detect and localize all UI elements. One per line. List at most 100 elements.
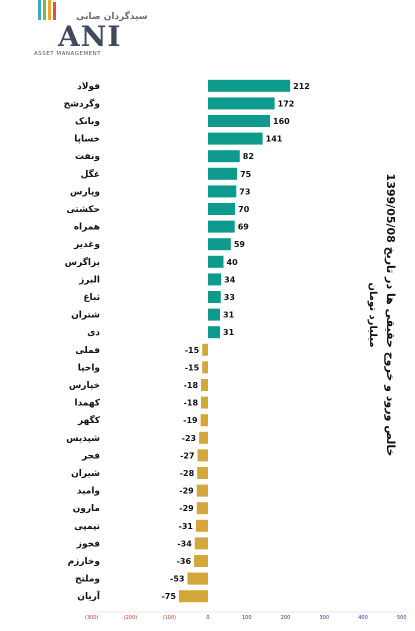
bar [208, 273, 222, 286]
x-tick-label: 300 [319, 615, 329, 621]
bar [208, 308, 221, 321]
category-label: البرز [78, 275, 100, 285]
data-label: -29 [179, 504, 194, 513]
category-label: همراه [74, 223, 100, 233]
x-tick-label: 0 [206, 615, 209, 621]
category-label: غگل [81, 168, 100, 180]
bar [208, 132, 263, 145]
bar [202, 361, 208, 374]
data-label: 33 [224, 293, 235, 302]
bar [208, 203, 236, 215]
data-label: -19 [183, 416, 198, 425]
x-tick-label: (300) [85, 615, 98, 621]
category-label: وبانک [75, 117, 100, 127]
x-tick-label: 100 [242, 615, 252, 621]
data-label: 34 [224, 275, 236, 284]
data-label: 31 [223, 328, 235, 337]
x-tick-label: (200) [124, 615, 137, 621]
data-label: -28 [180, 469, 195, 478]
category-label: فخوز [76, 539, 100, 549]
category-label: خساپا [74, 135, 100, 145]
category-label: وامید [77, 487, 100, 497]
bar [196, 502, 208, 515]
chart-title: خالص ورود و خروج حقیقی ها در تاریخ 1399/… [384, 173, 397, 457]
bar [197, 449, 208, 462]
category-label: وگردشح [64, 97, 100, 109]
chart-subtitle: میلیارد تومان [367, 282, 378, 348]
bar [196, 484, 208, 497]
bar [208, 326, 221, 339]
category-label: خپارس [69, 381, 100, 391]
bar [208, 79, 291, 92]
data-label: -27 [180, 451, 194, 460]
logo-sub-text: ASSET MANAGEMENT [34, 51, 102, 57]
bar [201, 396, 208, 409]
bar [208, 291, 221, 303]
chart-title-block: خالص ورود و خروج حقیقی ها در تاریخ 1399/… [326, 174, 415, 457]
data-label: 75 [240, 170, 252, 179]
logo-brand-text: ANI [58, 20, 122, 53]
category-label: بزاگرس [65, 256, 100, 268]
category-label: کگهر [77, 414, 101, 426]
data-label: 82 [243, 152, 254, 161]
data-label: -15 [185, 346, 200, 355]
category-label: تپمپی [74, 522, 100, 532]
bar [195, 519, 208, 532]
category-label: فولاد [77, 82, 100, 92]
bar [201, 379, 208, 391]
category-label: فجر [81, 451, 100, 461]
bar [208, 220, 235, 233]
data-label: 212 [293, 82, 310, 91]
bar [187, 572, 208, 585]
data-label: 40 [227, 258, 239, 267]
category-label: واحیا [78, 363, 100, 373]
bar [200, 414, 208, 427]
data-label: -29 [179, 487, 194, 496]
logo-top-text: سیدگردان صانی [76, 12, 148, 22]
bar [208, 115, 270, 127]
bar [208, 238, 231, 251]
data-label: 141 [266, 135, 283, 144]
data-label: 31 [223, 311, 235, 320]
category-label: آریان [77, 590, 101, 602]
category-label: وملتح [75, 575, 100, 585]
bar [208, 185, 237, 198]
category-label: فملی [75, 346, 100, 356]
x-tick-label: 400 [358, 615, 368, 621]
category-label: دی [87, 328, 100, 338]
data-label: 69 [238, 223, 250, 232]
data-label: -75 [161, 592, 176, 601]
data-label: -15 [185, 363, 200, 372]
data-label: 160 [273, 117, 290, 126]
category-label: شتران [71, 311, 100, 321]
x-tick-label: 200 [281, 615, 291, 621]
data-label: -53 [170, 575, 184, 584]
bar [208, 150, 240, 163]
bar [194, 537, 208, 550]
x-tick-label: (100) [163, 615, 176, 621]
data-label: 70 [238, 205, 250, 214]
bar [178, 590, 208, 603]
data-label: -31 [179, 522, 194, 531]
bar [208, 97, 275, 110]
bar [197, 467, 208, 479]
data-label: -34 [177, 539, 192, 548]
bar [208, 255, 224, 268]
company-logo: سیدگردان صانی ANI ASSET MANAGEMENT [34, 0, 148, 60]
category-label: مارون [73, 504, 100, 514]
data-label: -23 [182, 434, 196, 443]
category-label: وخارزم [68, 557, 100, 567]
category-label: وپارس [70, 187, 100, 197]
data-label: 59 [234, 240, 246, 249]
category-label: وغدیر [73, 240, 100, 250]
category-label: شیران [71, 469, 100, 479]
data-label: -18 [184, 399, 199, 408]
category-label: کهمدا [75, 399, 101, 409]
category-label: حکشتی [66, 205, 100, 215]
data-label: 172 [278, 99, 295, 108]
data-label: 73 [239, 187, 250, 196]
bar [199, 431, 208, 444]
data-label: -36 [177, 557, 192, 566]
x-tick-label: 500 [397, 615, 407, 621]
